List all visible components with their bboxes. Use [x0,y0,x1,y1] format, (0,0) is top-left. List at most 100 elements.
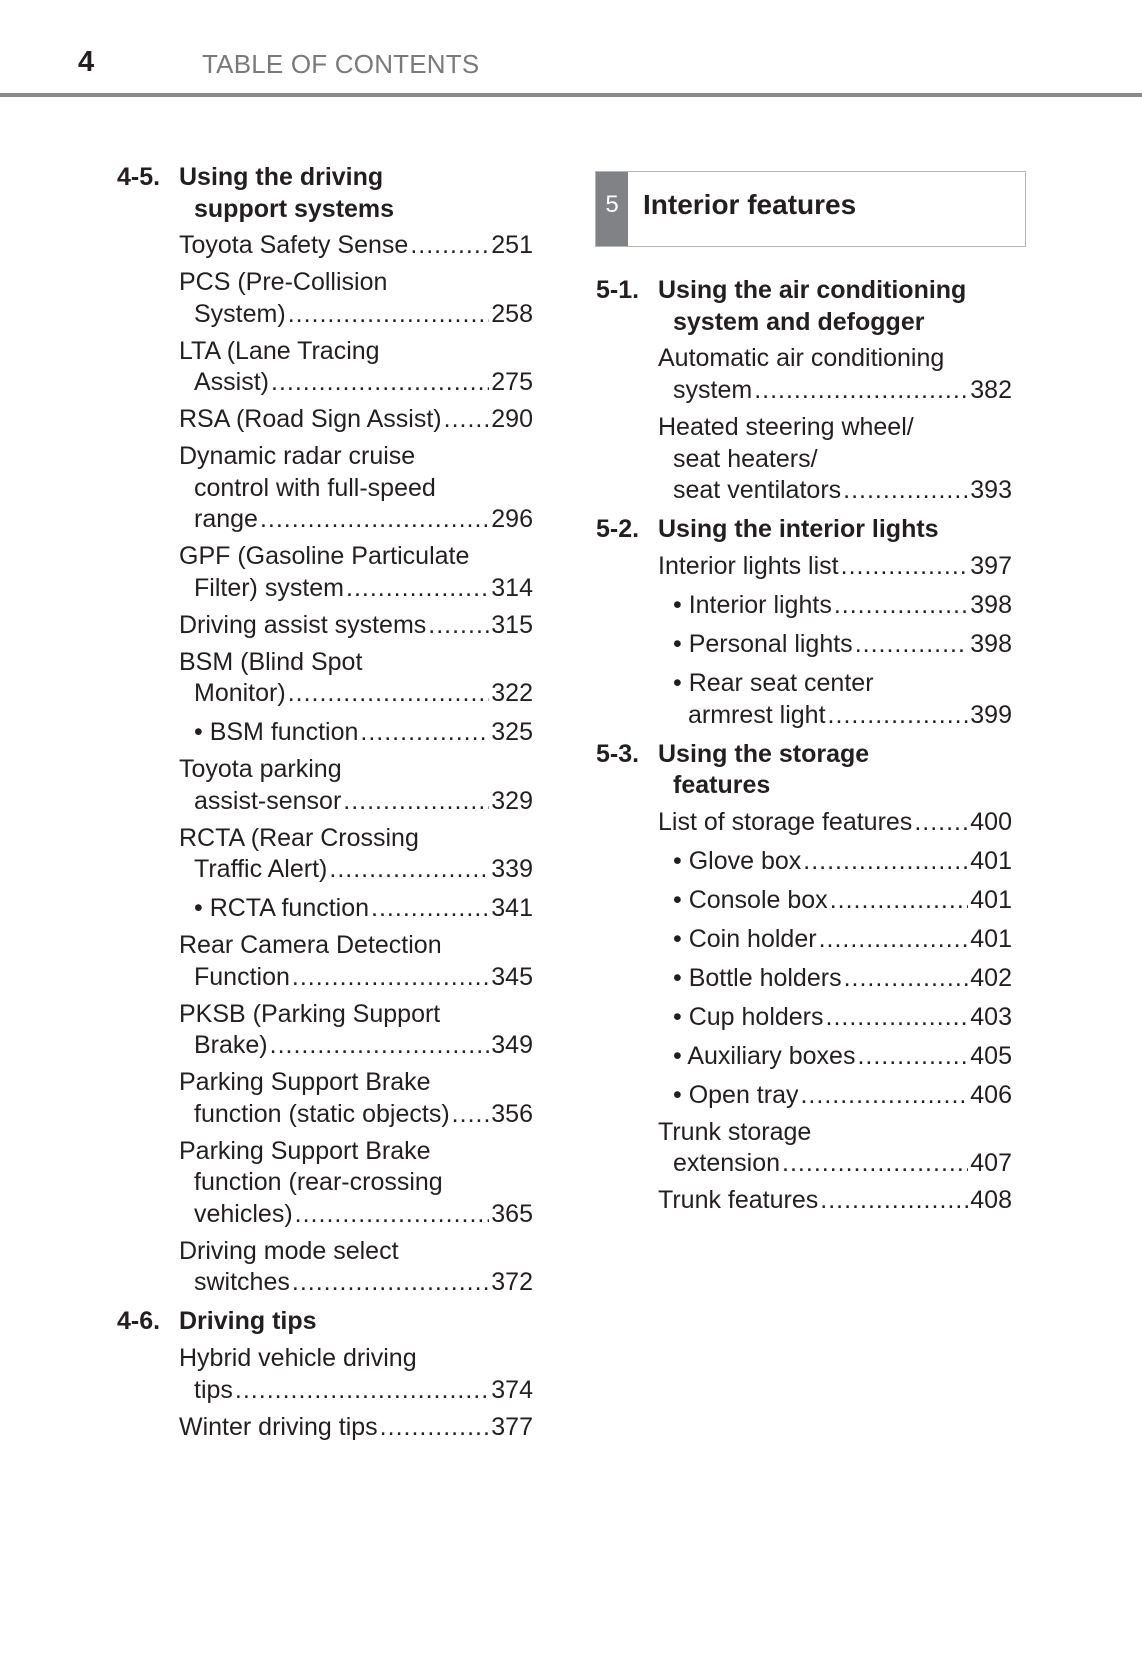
toc-entry-text[interactable]: seat ventilators [673,476,842,505]
toc-entry[interactable]: Interior lights list 397 [596,551,1012,583]
toc-page-number[interactable]: 408 [970,1186,1012,1215]
toc-entry-text[interactable]: Trunk storage [658,1117,812,1146]
toc-entry-text[interactable]: seat heaters/ [673,444,818,473]
toc-entry[interactable]: BSM (Blind Spot Monitor) 322 [117,647,533,710]
toc-entry[interactable]: Driving mode select switches 372 [117,1236,533,1299]
toc-entry-text[interactable]: List of storage features [658,808,913,837]
toc-entry-text[interactable]: • Coin holder [673,925,817,953]
toc-page-number[interactable]: 405 [970,1041,1012,1070]
toc-entry-text[interactable]: switches [194,1268,290,1297]
toc-entry[interactable]: Parking Support Brake function (static ob… [117,1067,533,1130]
toc-page-number[interactable]: 251 [491,231,533,260]
toc-page-number[interactable]: 401 [970,886,1012,915]
toc-page-number[interactable]: 356 [491,1099,533,1128]
toc-entry[interactable]: RSA (Road Sign Assist) 290 [117,404,533,436]
toc-page-number[interactable]: 397 [970,552,1012,581]
toc-entry-text[interactable]: vehicles) [194,1199,293,1228]
toc-page-number[interactable]: 290 [491,405,533,434]
toc-entry-text[interactable]: • Auxiliary boxes [673,1041,856,1070]
toc-entry[interactable]: Driving assist systems 315 [117,610,533,642]
toc-page-number[interactable]: 377 [491,1412,533,1441]
toc-entry-text[interactable]: • RCTA function [194,894,370,923]
toc-entry-text[interactable]: assist-sensor [194,786,342,815]
toc-entry-text[interactable]: • Bottle holders [673,963,842,992]
toc-page-number[interactable]: 402 [970,963,1012,992]
toc-entry[interactable]: • Cup holders 403 [596,1002,1012,1034]
toc-entry[interactable]: • Personal lights 398 [596,629,1012,661]
toc-entry-text[interactable]: PCS (Pre-Collision [179,268,388,297]
toc-page-number[interactable]: 365 [491,1199,533,1228]
toc-entry-text[interactable]: armrest light [688,700,826,729]
toc-page-number[interactable]: 258 [491,299,533,328]
toc-entry-text[interactable]: Traffic Alert) [194,855,328,884]
toc-entry[interactable]: Trunk storage extension 407 [596,1117,1012,1180]
toc-entry-text[interactable]: Monitor) [194,679,286,708]
toc-entry[interactable]: RCTA (Rear Crossing Traffic Alert) 339 [117,823,533,886]
toc-entry-text[interactable]: Hybrid vehicle driving [179,1344,417,1373]
toc-entry[interactable]: • Rear seat center armrest light 399 [596,668,1012,731]
toc-entry-text[interactable]: Trunk features [658,1186,819,1215]
toc-entry-text[interactable]: LTA (Lane Tracing [179,336,380,365]
toc-entry[interactable]: Toyota Safety Sense 251 [117,230,533,262]
toc-entry-text[interactable]: Interior lights list [658,552,839,581]
toc-entry[interactable]: Dynamic radar cruise control with full-sp… [117,441,533,536]
toc-entry-text[interactable]: • BSM function [194,718,359,747]
toc-entry-text[interactable]: RSA (Road Sign Assist) [179,405,442,434]
toc-entry-text[interactable]: • Cup holders [673,1002,824,1031]
toc-entry[interactable]: Heated steering wheel/seat heaters/seat … [596,412,1012,507]
toc-page-number[interactable]: 296 [491,505,533,534]
toc-page-number[interactable]: 372 [491,1268,533,1297]
toc-entry[interactable]: • Coin holder 401 [596,924,1012,956]
toc-entry-text[interactable]: Parking Support Brake [179,1136,431,1165]
toc-page-number[interactable]: 349 [491,1031,533,1060]
toc-entry[interactable]: LTA (Lane Tracing Assist) 275 [117,336,533,399]
toc-page-number[interactable]: 322 [491,679,533,708]
toc-entry[interactable]: Automatic air conditioning system 382 [596,343,1012,406]
toc-page-number[interactable]: 393 [970,476,1012,505]
toc-page-number[interactable]: 406 [970,1080,1012,1109]
toc-page-number[interactable]: 314 [491,573,533,602]
toc-entry-text[interactable]: Rear Camera Detection [179,931,442,960]
toc-page-number[interactable]: 315 [491,610,533,639]
toc-entry-text[interactable]: tips [194,1375,233,1404]
toc-entry-text[interactable]: Brake) [194,1031,268,1060]
toc-entry[interactable]: Parking Support Brake function (rear-cros… [117,1136,533,1231]
toc-entry-text[interactable]: Automatic air conditioning [658,344,945,373]
toc-entry[interactable]: • RCTA function 341 [117,893,533,925]
toc-entry-text[interactable]: • Interior lights [673,591,832,620]
toc-entry-text[interactable]: Heated steering wheel/ [658,412,914,441]
toc-entry[interactable]: • Open tray 406 [596,1080,1012,1112]
toc-entry-text[interactable]: Filter) system [194,573,344,602]
toc-entry-text[interactable]: PKSB (Parking Support [179,999,441,1028]
toc-entry-text[interactable]: • Personal lights [673,630,853,658]
toc-entry-text[interactable]: Driving mode select [179,1236,399,1265]
toc-page-number[interactable]: 329 [491,786,533,815]
toc-entry-text[interactable]: Assist) [194,368,269,397]
toc-page-number[interactable]: 374 [491,1375,533,1404]
toc-entry-text[interactable]: • Rear seat center [673,668,874,697]
toc-page-number[interactable]: 275 [491,368,533,397]
toc-entry[interactable]: PKSB (Parking Support Brake) 349 [117,999,533,1062]
toc-entry-text[interactable]: Dynamic radar cruise [179,442,416,471]
toc-entry-text[interactable]: extension [673,1149,781,1178]
toc-page-number[interactable]: 339 [491,855,533,884]
toc-entry-text[interactable]: Driving assist systems [179,610,427,639]
toc-entry-text[interactable]: • Glove box [673,847,802,876]
toc-entry-text[interactable]: Toyota parking [179,755,342,784]
toc-page-number[interactable]: 400 [970,808,1012,837]
toc-entry-text[interactable]: system [673,376,753,405]
toc-page-number[interactable]: 407 [970,1149,1012,1178]
toc-entry-text[interactable]: Parking Support Brake [179,1068,431,1097]
toc-page-number[interactable]: 401 [970,925,1012,953]
toc-entry[interactable]: • Console box 401 [596,885,1012,917]
toc-page-number[interactable]: 398 [970,630,1012,658]
toc-entry[interactable]: • Interior lights 398 [596,590,1012,622]
toc-entry-text[interactable]: control with full-speed [194,473,436,502]
toc-entry-text[interactable]: • Open tray [673,1080,799,1109]
toc-page-number[interactable]: 341 [491,894,533,923]
toc-entry-text[interactable]: BSM (Blind Spot [179,647,363,676]
